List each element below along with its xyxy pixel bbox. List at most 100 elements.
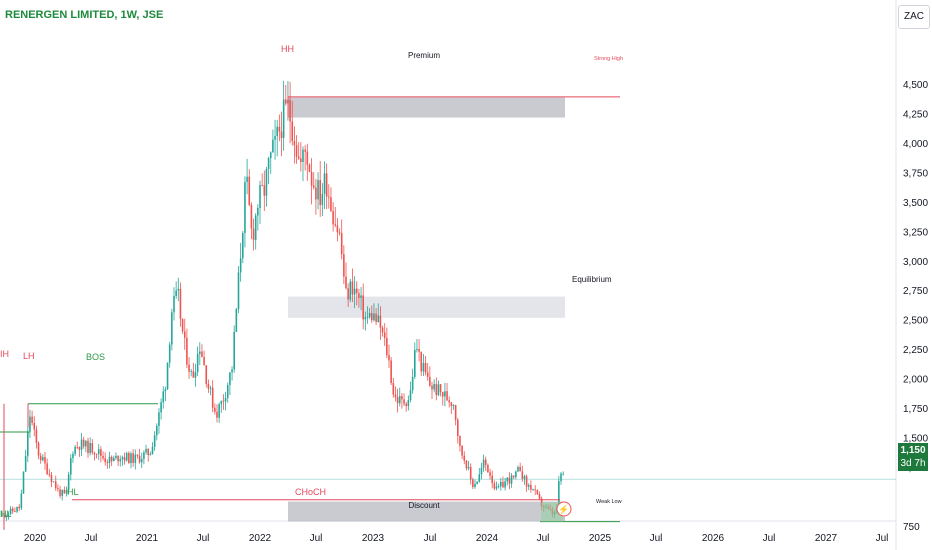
candle-body <box>497 486 500 488</box>
candle-body <box>433 384 435 390</box>
lightning-icon-glyph: ⚡ <box>558 504 569 516</box>
candle-body <box>521 471 524 479</box>
candle-body <box>85 440 87 447</box>
candle-body <box>82 439 85 447</box>
candle-body <box>439 384 442 393</box>
candle-body <box>123 457 126 461</box>
bar-countdown: 3d 7h <box>900 458 926 469</box>
price-tick-label: 1,750 <box>903 404 928 415</box>
candle-body <box>181 318 184 332</box>
candle-body <box>386 338 388 356</box>
candle-body <box>203 357 205 366</box>
candle-body <box>196 354 199 373</box>
candle-body <box>145 448 147 453</box>
time-tick-label: 2027 <box>815 533 838 544</box>
candle-body <box>416 348 418 350</box>
candle-body <box>519 467 521 472</box>
candle-body <box>297 156 300 159</box>
candle-body <box>46 463 48 475</box>
candle-body <box>173 295 175 313</box>
time-axis: 2020 Jul 2021 Jul 2022 Jul 2023 Jul 2024 Jul 2025 J… <box>24 533 889 544</box>
candle-body <box>235 308 238 332</box>
candle-body <box>274 136 276 140</box>
candle-body <box>61 489 63 496</box>
time-tick-label: Jul <box>876 533 889 544</box>
price-tick-label: 2,750 <box>903 286 928 297</box>
candle-body <box>65 489 68 494</box>
candle-body <box>134 454 137 463</box>
candle-body <box>205 365 208 384</box>
candle-body <box>248 176 251 205</box>
candle-body <box>48 474 51 475</box>
candle-body <box>530 485 532 490</box>
structure-label-lh: LH <box>23 351 35 361</box>
candles-layer <box>1 80 564 522</box>
candle-body <box>179 288 182 319</box>
candle-body <box>517 467 519 472</box>
candle-body <box>534 489 536 491</box>
candle-body <box>37 442 40 456</box>
candle-body <box>177 288 180 291</box>
candle-body <box>104 458 106 463</box>
candle-body <box>199 351 201 355</box>
candle-body <box>80 439 83 450</box>
price-tick-label: 4,500 <box>903 80 928 91</box>
time-tick-label: 2022 <box>249 533 272 544</box>
candle-body <box>35 429 38 443</box>
candle-body <box>16 506 18 512</box>
currency-button[interactable]: ZAC <box>898 5 930 29</box>
candle-body <box>368 313 371 318</box>
candle-body <box>190 371 192 373</box>
candle-body <box>166 362 169 390</box>
candle-body <box>231 369 233 373</box>
candle-body <box>457 419 459 437</box>
candle-body <box>151 446 154 454</box>
candle-body <box>405 403 407 407</box>
candle-body <box>366 317 369 318</box>
candle-body <box>14 511 16 513</box>
price-tick-label: 3,500 <box>903 198 928 209</box>
candle-body <box>396 397 399 404</box>
candle-body <box>259 185 261 209</box>
candle-body <box>558 481 560 508</box>
candle-body <box>265 169 268 196</box>
time-tick-label: 2020 <box>24 533 47 544</box>
candle-body <box>209 387 212 389</box>
candle-body <box>186 337 188 365</box>
candle-body <box>527 485 530 487</box>
price-tick-label: 4,000 <box>903 139 928 150</box>
candle-body <box>7 513 10 516</box>
candle-body <box>164 389 167 392</box>
time-tick-label: 2025 <box>589 533 612 544</box>
candle-body <box>106 462 109 463</box>
candle-body <box>306 151 309 165</box>
candle-body <box>113 458 115 462</box>
candle-body <box>469 466 472 480</box>
price-tick-label: 3,250 <box>903 227 928 238</box>
candle-body <box>321 193 324 206</box>
candle-body <box>102 455 104 459</box>
candle-body <box>345 276 347 289</box>
price-tick-label: 4,250 <box>903 110 928 121</box>
candle-body <box>95 454 98 455</box>
candle-body <box>512 475 515 478</box>
candle-body <box>244 182 246 233</box>
candle-body <box>252 228 255 240</box>
price-tick-label: 2,000 <box>903 375 928 386</box>
candle-body <box>358 292 360 299</box>
candle-body <box>93 452 96 455</box>
candle-body <box>5 515 8 518</box>
candle-body <box>467 466 470 469</box>
candle-body <box>340 233 343 255</box>
lightning-icon <box>556 501 572 517</box>
candle-body <box>330 197 332 212</box>
candle-body <box>115 455 117 459</box>
candle-body <box>278 126 281 132</box>
candle-body <box>242 232 244 259</box>
candle-body <box>254 215 257 240</box>
candle-body <box>429 376 431 386</box>
candle-body <box>143 452 145 460</box>
structure-label-ih: IH <box>0 349 9 359</box>
price-tick-label: 3,750 <box>903 168 928 179</box>
